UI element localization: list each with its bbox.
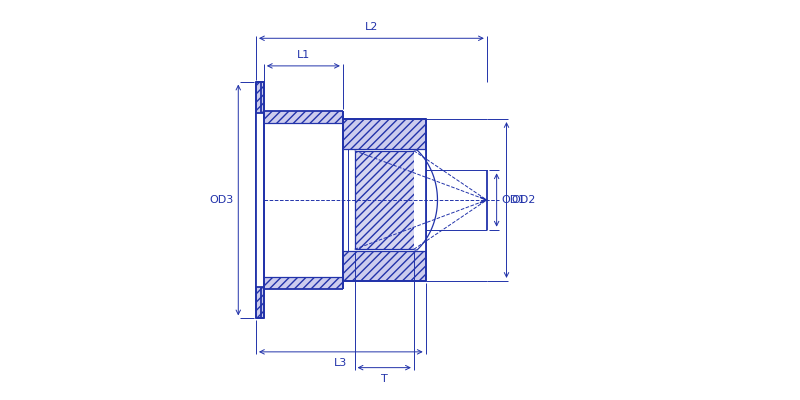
Text: L1: L1 xyxy=(297,50,310,60)
Text: L3: L3 xyxy=(334,358,347,368)
Bar xyxy=(343,149,426,251)
Text: L2: L2 xyxy=(365,22,378,32)
Bar xyxy=(343,119,426,281)
Bar xyxy=(256,113,264,287)
Bar xyxy=(354,151,414,249)
Text: OD3: OD3 xyxy=(210,195,234,205)
Bar xyxy=(264,277,343,289)
Text: OD2: OD2 xyxy=(511,195,536,205)
Text: T: T xyxy=(381,374,387,384)
Bar xyxy=(256,82,264,318)
Bar xyxy=(264,111,343,123)
Text: OD1: OD1 xyxy=(502,195,526,205)
